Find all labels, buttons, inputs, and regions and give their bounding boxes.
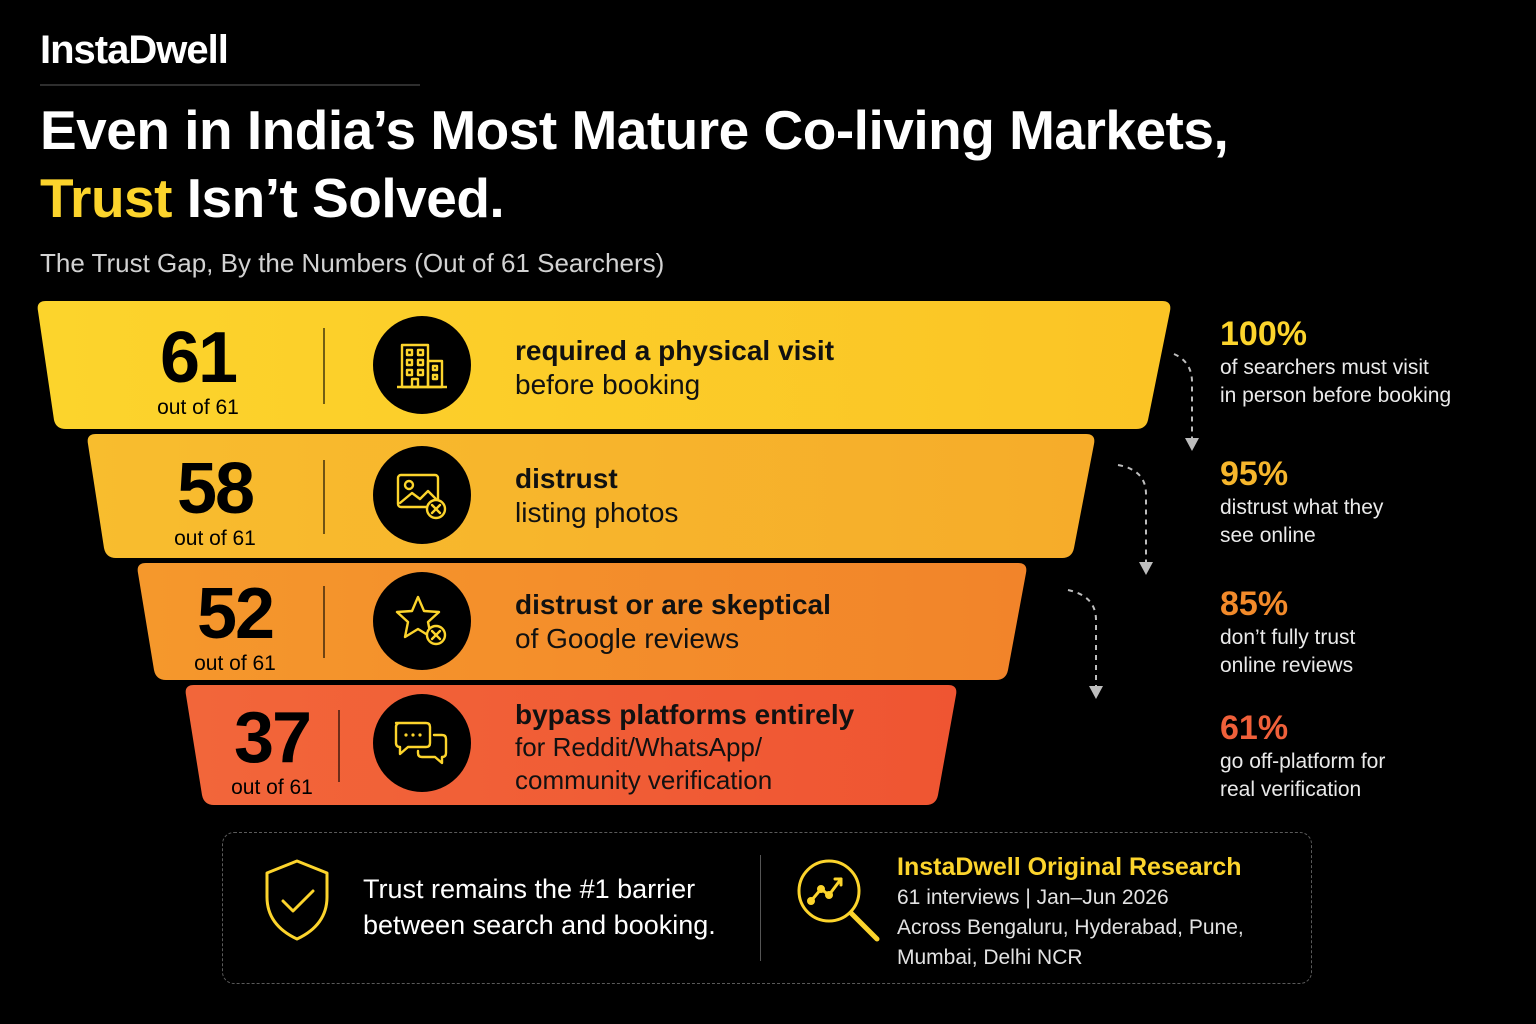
footer-message-line-1: Trust remains the #1 barrier (363, 874, 696, 904)
stat-3-percent: 85% (1220, 585, 1289, 623)
stage-4-of-total: out of 61 (231, 776, 313, 799)
stage-3-count: 52 out of 61 (165, 578, 305, 676)
stat-1-line-1: of searchers must visit (1220, 356, 1429, 379)
stat-4-line-1: go off-platform for (1220, 750, 1386, 773)
research-info: InstaDwell Original Research 61 intervie… (897, 851, 1297, 973)
stage-3-divider (323, 586, 325, 658)
stat-1: 100% of searchers must visit in person b… (1220, 314, 1500, 410)
stage-2-number: 58 (176, 449, 255, 529)
footer-message: Trust remains the #1 barrier between sea… (363, 871, 743, 943)
stat-2-line-2: see online (1220, 524, 1316, 547)
page-title: Even in India’s Most Mature Co-living Ma… (40, 96, 1229, 232)
stat-2-line-1: distrust what they (1220, 496, 1384, 519)
brand-logo: InstaDwell (40, 28, 229, 72)
stage-1-divider (323, 328, 325, 404)
funnel-band-1 (37, 301, 1171, 429)
stage-1-label-rest: before booking (515, 369, 701, 400)
stage-2-label: distrust listing photos (515, 462, 678, 530)
footer-divider (760, 855, 761, 961)
stage-2-count: 58 out of 61 (145, 453, 285, 551)
connector-arrow-2 (1117, 464, 1147, 562)
stat-1-percent: 100% (1220, 315, 1307, 353)
stage-4-number: 37 (233, 698, 312, 778)
magnifier-chart-icon (793, 855, 885, 952)
stage-2-of-total: out of 61 (174, 527, 256, 550)
subtitle: The Trust Gap, By the Numbers (Out of 61… (40, 248, 665, 278)
stat-1-desc: of searchers must visit in person before… (1220, 354, 1500, 410)
stat-4-desc: go off-platform for real verification (1220, 748, 1500, 804)
stat-1-line-2: in person before booking (1220, 384, 1452, 407)
stage-2-label-rest: listing photos (515, 497, 679, 528)
stage-2-label-bold: distrust (515, 463, 618, 494)
building-icon (373, 316, 471, 414)
stat-4-percent: 61% (1220, 709, 1289, 747)
stage-1-of-total: out of 61 (157, 396, 239, 419)
headline-line-1: Even in India’s Most Mature Co-living Ma… (40, 99, 1229, 161)
stat-2-percent: 95% (1220, 455, 1289, 493)
brand-divider (40, 84, 420, 86)
stat-4-line-2: real verification (1220, 778, 1362, 801)
footer-summary-box: Trust remains the #1 barrier between sea… (222, 832, 1312, 984)
research-line-2: Across Bengaluru, Hyderabad, Pune, (897, 916, 1244, 939)
image-x-icon (373, 446, 471, 544)
headline-line-2: Trust Isn’t Solved. (40, 164, 1228, 232)
chat-bubbles-icon (373, 694, 471, 792)
funnel-band-2 (87, 434, 1095, 558)
stat-2: 95% distrust what they see online (1220, 454, 1500, 550)
stage-1-number: 61 (159, 318, 238, 398)
stage-3-number: 52 (196, 574, 275, 654)
stage-3-label-bold: distrust or are skeptical (515, 589, 831, 620)
headline-rest: Isn’t Solved. (171, 167, 505, 229)
stage-4-label: bypass platforms entirely for Reddit/Wha… (515, 698, 854, 797)
stat-4: 61% go off-platform for real verificatio… (1220, 708, 1500, 804)
stage-4-label-bold: bypass platforms entirely (515, 699, 855, 730)
stage-3-label: distrust or are skeptical of Google revi… (515, 588, 831, 656)
funnel-band-3 (137, 563, 1027, 680)
connector-arrow-1 (1173, 353, 1193, 438)
footer-message-line-2: between search and booking. (363, 910, 716, 940)
stat-3-line-2: online reviews (1220, 654, 1354, 677)
stage-3-label-rest: of Google reviews (515, 623, 740, 654)
stage-4-divider (338, 710, 340, 782)
stage-1-count: 61 out of 61 (128, 322, 268, 420)
star-x-icon (373, 572, 471, 670)
stage-1-label: required a physical visit before booking (515, 334, 834, 402)
stage-1-label-bold: required a physical visit (515, 335, 835, 366)
research-line-3: Mumbai, Delhi NCR (897, 946, 1083, 969)
stage-2-divider (323, 460, 325, 534)
stat-3-desc: don’t fully trust online reviews (1220, 624, 1500, 680)
connector-arrowhead-1 (1185, 438, 1199, 451)
connector-arrowhead-2 (1139, 562, 1153, 575)
stat-3-line-1: don’t fully trust (1220, 626, 1356, 649)
stat-3: 85% don’t fully trust online reviews (1220, 584, 1500, 680)
research-title: InstaDwell Original Research (897, 853, 1242, 881)
headline-highlight: Trust (40, 167, 172, 229)
stage-4-count: 37 out of 61 (202, 702, 342, 800)
stage-4-label-rest-1: for Reddit/WhatsApp/ (515, 732, 763, 762)
stat-2-desc: distrust what they see online (1220, 494, 1500, 550)
connector-arrowhead-3 (1089, 686, 1103, 699)
stage-3-of-total: out of 61 (194, 652, 276, 675)
research-line-1: 61 interviews | Jan–Jun 2026 (897, 886, 1169, 909)
stage-4-label-rest-2: community verification (515, 765, 773, 795)
shield-check-icon (259, 855, 335, 950)
funnel-band-4 (185, 685, 957, 805)
connector-arrow-3 (1067, 589, 1097, 686)
